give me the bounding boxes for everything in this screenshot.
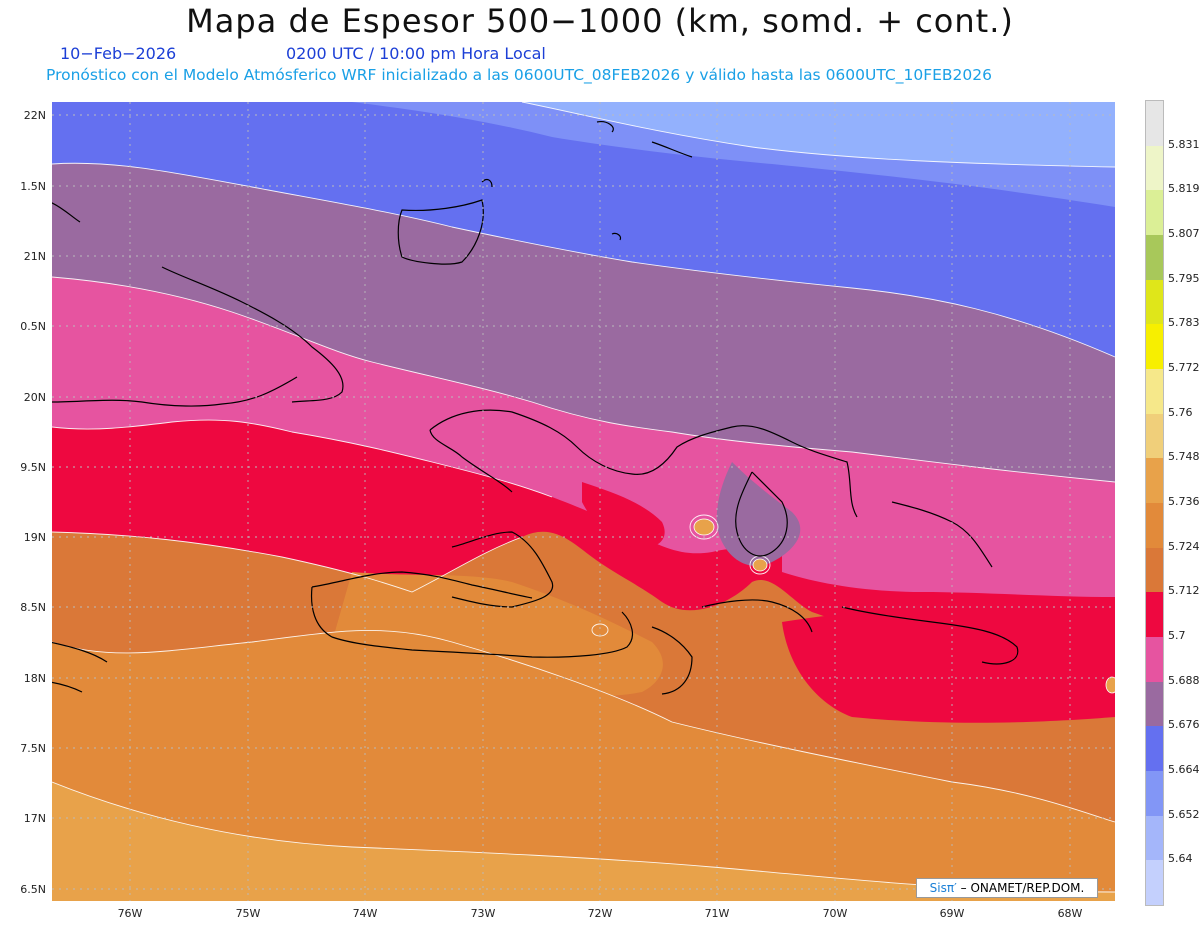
date-label: 10−Feb−2026 [60, 44, 177, 63]
colorbar-segment [1146, 503, 1163, 549]
band-5688-east [782, 522, 1115, 597]
colorbar-segment [1146, 726, 1163, 772]
org-text: – ONAMET/REP.DOM. [960, 881, 1085, 895]
band-5700-east [782, 592, 1115, 723]
x-tick-label: 74W [352, 907, 378, 920]
colorbar-segment [1146, 458, 1163, 504]
colorbar-label: 5.676 [1168, 718, 1200, 732]
y-tick-label: 19N [23, 531, 46, 544]
credit-box: Sisπ′ – ONAMET/REP.DOM. [916, 878, 1098, 898]
x-tick-label: 71W [704, 907, 730, 920]
x-tick-label: 72W [587, 907, 613, 920]
x-tick-label: 75W [235, 907, 261, 920]
colorbar-label: 5.736 [1168, 495, 1200, 508]
colorbar-segment [1146, 190, 1163, 236]
y-tick-label: 21N [23, 250, 46, 263]
band-5724-island [332, 572, 663, 697]
x-tick-label: 73W [470, 907, 496, 920]
colorbar-label: 5.831 [1168, 137, 1200, 151]
colorbar-label: 5.724 [1168, 539, 1200, 553]
colorbar-segment [1146, 235, 1163, 281]
colorbar-segment [1146, 592, 1163, 638]
colorbar-segment [1146, 815, 1163, 861]
x-tick-label: 76W [117, 907, 143, 920]
colorbar-segment [1146, 681, 1163, 727]
colorbar-label: 5.772 [1168, 361, 1200, 374]
colorbar-segment [1146, 324, 1163, 370]
colorbar-segment [1146, 637, 1163, 683]
band-5700-island [582, 482, 665, 549]
colorbar-segment [1146, 860, 1163, 906]
colorbar-segment [1146, 547, 1163, 593]
colorbar-segment [1146, 279, 1163, 325]
colorbar-label: 5.652 [1168, 807, 1200, 821]
forecast-info: Pronóstico con el Modelo Atmósferico WRF… [46, 66, 992, 84]
colorbar [1145, 100, 1164, 906]
y-tick-label: 17N [23, 812, 46, 825]
time-label: 0200 UTC / 10:00 pm Hora Local [286, 44, 546, 63]
colorbar-label: 5.748 [1168, 450, 1200, 464]
colorbar-segment [1146, 101, 1163, 147]
grid-lines [52, 102, 1115, 901]
colorbar-label: 5.64 [1168, 852, 1193, 866]
y-tick-label: 6.5N [20, 883, 46, 896]
colorbar-label: 5.819 [1168, 182, 1200, 196]
y-tick-label: 7.5N [20, 742, 46, 755]
colorbar-segment [1146, 145, 1163, 191]
colorbar-label: 5.7 [1168, 629, 1186, 642]
colorbar-segment [1146, 771, 1163, 817]
contour-lines [52, 102, 1115, 893]
map-title: Mapa de Espesor 500−1000 (km, somd. + co… [186, 2, 1014, 40]
colorbar-label: 5.76 [1168, 405, 1193, 419]
colorbar-label: 5.688 [1168, 673, 1200, 687]
colorbar-segment [1146, 413, 1163, 459]
colorbar-label: 5.795 [1168, 271, 1200, 285]
band-5676-lobe [716, 462, 801, 566]
sis-logo-text: Sisπ′ [929, 881, 957, 895]
y-tick-label: 9.5N [20, 461, 46, 474]
x-tick-label: 70W [822, 907, 848, 920]
thickness-map [52, 102, 1115, 901]
colorbar-label: 5.807 [1168, 227, 1200, 240]
x-tick-label: 69W [939, 907, 965, 920]
x-tick-label: 68W [1057, 907, 1083, 920]
y-tick-label: 8.5N [20, 601, 46, 614]
colorbar-label: 5.664 [1168, 763, 1200, 776]
colorbar-segment [1146, 369, 1163, 415]
colorbar-label: 5.712 [1168, 584, 1200, 598]
y-tick-label: 22N [23, 109, 46, 122]
coastlines [52, 121, 1019, 695]
y-tick-label: 20N [23, 391, 46, 404]
y-tick-label: 0.5N [20, 320, 46, 333]
y-tick-label: 1.5N [20, 180, 46, 193]
colorbar-label: 5.783 [1168, 316, 1200, 330]
band-5640 [522, 102, 1115, 167]
warm-pockets [693, 518, 1115, 694]
y-tick-label: 18N [23, 672, 46, 685]
